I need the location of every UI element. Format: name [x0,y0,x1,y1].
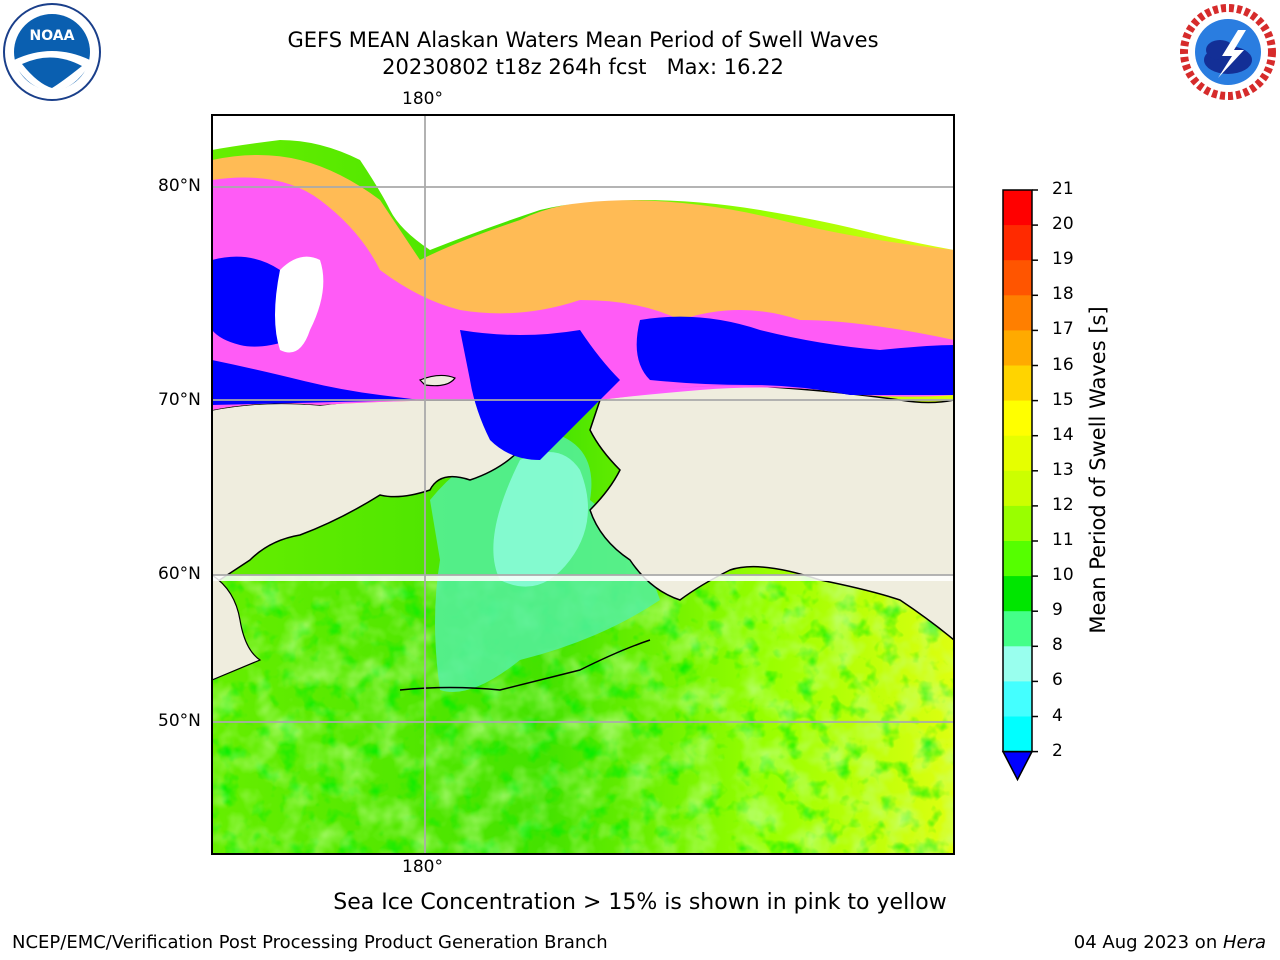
grid-lines [212,115,954,854]
colorbar-tick-label: 15 [1052,389,1074,410]
colorbar-tick-label: 9 [1052,600,1063,621]
colorbar-band [1003,400,1032,437]
colorbar-title: Mean Period of Swell Waves [s] [1086,306,1110,634]
colorbar-band [1003,190,1032,226]
colorbar-band [1003,295,1032,331]
no-data-north [212,115,954,250]
colorbar-tick-label: 19 [1052,249,1074,270]
colorbar-band [1003,435,1032,472]
beaufort-open-water [636,316,954,395]
map-field [212,115,954,854]
noaa-logo-text: NOAA [30,28,75,44]
colorbar-tick-label: 18 [1052,284,1074,305]
colorbar-band [1003,260,1032,296]
colorbar-tick-label: 14 [1052,424,1074,445]
colorbar-band [1003,225,1032,261]
colorbar-band [1003,470,1032,507]
colorbar-band [1003,365,1032,402]
lat-label-60n: 60°N [158,564,201,584]
chart-subtitle: 20230802 t18z 264h fcst Max: 16.22 [382,55,784,79]
colorbar-tick-label: 8 [1052,635,1063,656]
colorbar-band [1003,681,1032,717]
colorbar-tick-label: 6 [1052,670,1063,691]
colorbar-tick-label: 2 [1052,740,1063,761]
colorbar-tick-label: 20 [1052,214,1074,235]
map-frame [211,114,955,855]
chukchi-open-water [460,330,620,460]
colorbar-band [1003,716,1032,753]
colorbar [1001,189,1038,782]
lat-label-50n: 50°N [158,711,201,731]
footer-date: 04 Aug 2023 on Hera [1074,932,1266,953]
colorbar-tick-label: 12 [1052,494,1074,515]
sea-ice-note: Sea Ice Concentration > 15% is shown in … [333,890,947,915]
chart-title: GEFS MEAN Alaskan Waters Mean Period of … [287,28,879,52]
colorbar-band [1003,611,1032,647]
lon-label-top: 180° [402,89,443,109]
colorbar-band [1003,576,1032,612]
colorbar-band [1003,505,1032,542]
colorbar-tick-label: 4 [1052,705,1063,726]
colorbar-under-triangle [1001,750,1034,782]
footer-host: Hera [1222,932,1266,953]
colorbar-band [1003,330,1032,366]
colorbar-tick-label: 17 [1052,319,1074,340]
nws-logo [1180,4,1276,100]
colorbar-tick-label: 16 [1052,354,1074,375]
lat-label-70n: 70°N [158,390,201,410]
colorbar-band [1003,646,1032,682]
colorbar-tick-label: 21 [1052,179,1074,199]
footer-branch: NCEP/EMC/Verification Post Processing Pr… [12,932,608,953]
colorbar-tick-label: 13 [1052,459,1074,480]
colorbar-band [1003,541,1032,577]
footer-date-text: 04 Aug 2023 on [1073,932,1223,953]
noaa-logo: NOAA [3,3,101,101]
lat-label-80n: 80°N [158,176,201,196]
colorbar-tick-label: 10 [1052,565,1074,586]
lon-label-bottom: 180° [402,857,443,877]
colorbar-tick-label: 11 [1052,530,1074,550]
